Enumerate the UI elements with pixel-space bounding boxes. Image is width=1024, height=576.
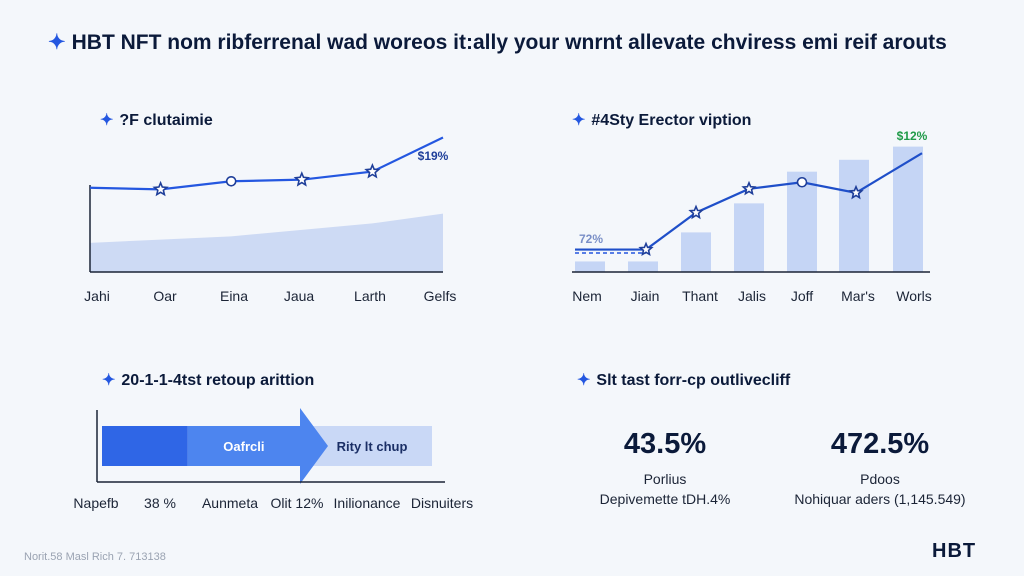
metric-1-sub: Depivemette tDH.4% [599, 491, 731, 507]
x-tick-label: Jiain [631, 288, 660, 304]
bar [787, 171, 817, 272]
x-tick-label: Joff [791, 288, 813, 304]
series-2-area [90, 213, 443, 272]
x-tick-label: Eina [220, 288, 248, 304]
x-tick-label: Nem [572, 288, 602, 304]
data-point [293, 171, 310, 187]
x-tick-label: Jalis [738, 288, 766, 304]
data-point [638, 241, 654, 257]
metric-2-label: Pdoos [860, 471, 900, 487]
x-tick-label: Olit 12% [271, 495, 324, 511]
panel-4-title: ✦ Slt tast forr-cp outlivecliff [577, 370, 790, 390]
panel-2-title-text: #4Sty Erector viption [591, 112, 752, 129]
metric-2: 472.5% Pdoos Nohiquar aders (1,145.549) [770, 428, 990, 507]
x-tick-label: Disnuiters [411, 495, 473, 511]
sparkle-icon: ✦ [48, 31, 66, 54]
panel-1-title-text: ?F clutaimie [119, 112, 213, 129]
sparkle-icon: ✦ [100, 112, 114, 129]
x-tick-label: Worls [896, 288, 932, 304]
panel-3-title-text: 20-1-1-4tst retoup arittion [121, 372, 315, 389]
brand-logo: HBT [932, 540, 977, 562]
metric-1: 43.5% Porlius Depivemette tDH.4% [555, 428, 775, 507]
x-tick-label: Mar's [841, 288, 875, 304]
arrow-segment [187, 408, 328, 484]
segment-label: Rity lt chup [337, 439, 408, 454]
x-tick-label: Jaua [284, 288, 315, 304]
page-title: ✦ HBT NFT nom ribferrenal wad woreos it:a… [48, 30, 988, 55]
panel-4-title-text: Slt tast forr-cp outlivecliff [596, 372, 791, 389]
footer-note: Norit.58 Masl Rich 7. 713138 [24, 551, 166, 563]
x-tick-label: Larth [354, 288, 386, 304]
bar [893, 146, 923, 272]
bar [734, 203, 764, 272]
metric-1-label: Porlius [643, 471, 687, 487]
x-tick-label: Aunmeta [202, 495, 258, 511]
sparkle-icon: ✦ [102, 372, 116, 389]
data-label: 72% [579, 232, 603, 246]
x-tick-label: Thant [682, 288, 718, 304]
segment-label: Oafrcli [223, 439, 264, 454]
bar [628, 261, 658, 272]
metric-2-value: 472.5% [830, 428, 930, 460]
panel-2-title: ✦ #4Sty Erector viption [572, 110, 751, 130]
bar [681, 232, 711, 272]
data-point [364, 163, 381, 179]
data-point [848, 184, 864, 200]
x-tick-label: Gelfs [424, 288, 457, 304]
bar-segment [102, 426, 188, 466]
data-point [741, 180, 757, 196]
data-label: $12% [897, 129, 928, 143]
data-point [796, 176, 808, 188]
bar [575, 261, 605, 272]
data-point [688, 204, 704, 220]
sparkle-icon: ✦ [572, 112, 586, 129]
panel-1-title: ✦ ?F clutaimie [100, 110, 213, 130]
metric-1-value: 43.5% [623, 428, 707, 460]
data-point [152, 180, 169, 197]
x-tick-label: Jahi [84, 288, 110, 304]
sparkle-icon: ✦ [577, 372, 591, 389]
page-title-text: HBT NFT nom ribferrenal wad woreos it:al… [71, 31, 947, 54]
data-label: $19% [418, 149, 449, 163]
x-tick-label: Inilionance [334, 495, 401, 511]
x-tick-label: Oar [153, 288, 177, 304]
metric-2-sub: Nohiquar aders (1,145.549) [794, 491, 966, 507]
x-tick-label: 38 % [144, 495, 176, 511]
data-point [225, 175, 237, 187]
x-tick-label: Napefb [73, 495, 118, 511]
panel-3-title: ✦ 20-1-1-4tst retoup arittion [102, 370, 314, 390]
bar [839, 159, 869, 272]
series-1-line [89, 136, 444, 191]
